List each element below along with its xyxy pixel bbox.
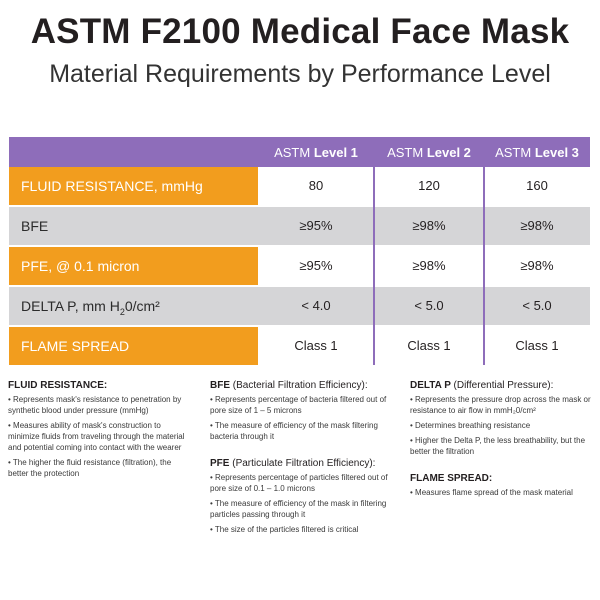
table-row: BFE ≥95% ≥98% ≥98%	[9, 207, 590, 245]
page-title: ASTM F2100 Medical Face Mask	[30, 12, 570, 51]
header-level-3: ASTM Level 3	[495, 145, 579, 160]
table-cell: 160	[526, 178, 548, 193]
table-cell: < 4.0	[301, 298, 331, 313]
note-bullet: • Measures ability of mask's constructio…	[8, 421, 185, 452]
column-divider	[373, 167, 375, 365]
row-label-flame-spread: FLAME SPREAD	[9, 327, 258, 365]
table-header: ASTM Level 1 ASTM Level 2 ASTM Level 3	[9, 137, 590, 167]
column-divider	[483, 167, 485, 365]
table-cell: ≥98%	[412, 258, 446, 273]
note-bullet: • Represents mask's resistance to penetr…	[8, 395, 182, 415]
note-bullet: • The size of the particles filtered is …	[210, 525, 359, 534]
table-cell: ≥98%	[412, 218, 446, 233]
note-bullet: • Determines breathing resistance	[410, 421, 531, 430]
table-row: FLUID RESISTANCE, mmHg 80 120 160	[9, 167, 590, 205]
row-label-delta-p: DELTA P, mm H20/cm²	[9, 287, 258, 325]
header-level-1: ASTM Level 1	[274, 145, 358, 160]
note-bullet: • Represents the pressure drop across th…	[410, 395, 591, 415]
note-bullet: • The measure of efficiency of the mask …	[210, 499, 387, 519]
table-cell: < 5.0	[522, 298, 552, 313]
page-subtitle: Material Requirements by Performance Lev…	[49, 60, 551, 88]
note-bullet: • The measure of efficiency of the mask …	[210, 421, 378, 441]
note-bfe-pfe: BFE (Bacterial Filtration Efficiency): •…	[210, 380, 396, 539]
row-label-bfe: BFE	[9, 207, 258, 245]
table-cell: ≥98%	[520, 258, 554, 273]
note-bullet: • Higher the Delta P, the less breathabi…	[410, 436, 586, 456]
table-cell: ≥98%	[520, 218, 554, 233]
table-cell: Class 1	[294, 338, 338, 353]
note-bullet: • Represents percentage of particles fil…	[210, 473, 388, 493]
note-delta-flame: DELTA P (Differential Pressure): • Repre…	[410, 380, 591, 497]
table-cell: 80	[308, 178, 324, 193]
note-bullet: • Measures flame spread of the mask mate…	[410, 488, 573, 497]
requirements-table: ASTM Level 1 ASTM Level 2 ASTM Level 3 F…	[9, 137, 590, 365]
table-cell: ≥95%	[299, 218, 333, 233]
table-cell: < 5.0	[414, 298, 444, 313]
table-cell: Class 1	[407, 338, 451, 353]
table-cell: 120	[418, 178, 440, 193]
table-cell: Class 1	[515, 338, 559, 353]
note-fluid-resistance: FLUID RESISTANCE: • Represents mask's re…	[8, 380, 190, 483]
note-bullet: • Represents percentage of bacteria filt…	[210, 395, 387, 415]
table-row: PFE, @ 0.1 micron ≥95% ≥98% ≥98%	[9, 247, 590, 285]
row-label-pfe: PFE, @ 0.1 micron	[9, 247, 258, 285]
row-label-fluid-resistance: FLUID RESISTANCE, mmHg	[9, 167, 258, 205]
table-cell: ≥95%	[299, 258, 333, 273]
note-bullet: • The higher the fluid resistance (filtr…	[8, 458, 172, 478]
header-level-2: ASTM Level 2	[387, 145, 471, 160]
table-row: DELTA P, mm H20/cm² < 4.0 < 5.0 < 5.0	[9, 287, 590, 325]
table-row: FLAME SPREAD Class 1 Class 1 Class 1	[9, 327, 590, 365]
